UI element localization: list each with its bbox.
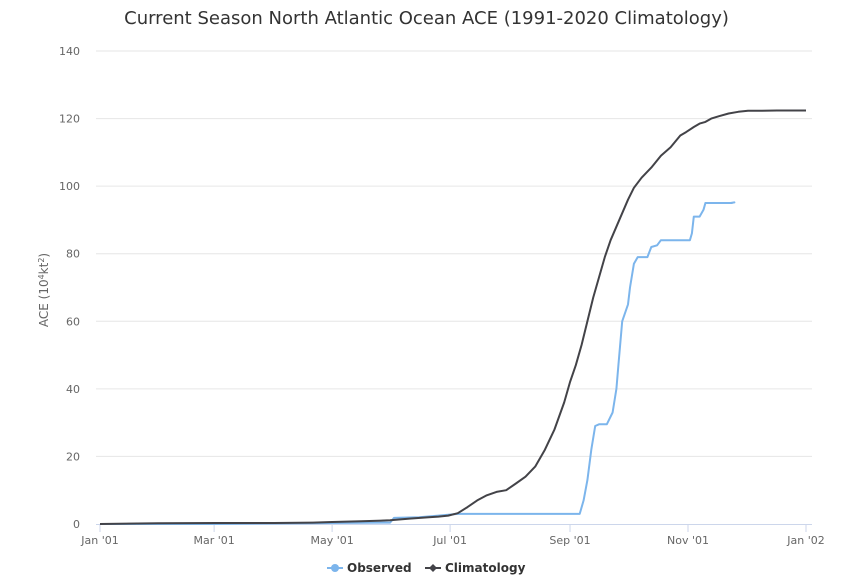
x-tick-label: Jan '01	[80, 534, 118, 547]
y-tick-label: 60	[66, 315, 80, 328]
legend-item-climatology[interactable]: Climatology	[425, 561, 526, 575]
y-axis-ticks: 0 20 40 60 80 100 120 140	[59, 45, 80, 531]
y-tick-label: 100	[59, 180, 80, 193]
y-axis-label: ACE (104kt2)	[37, 253, 51, 327]
legend: Observed Climatology	[327, 561, 526, 575]
x-tick-label: May '01	[310, 534, 353, 547]
y-tick-label: 20	[66, 450, 80, 463]
legend-item-observed[interactable]: Observed	[327, 561, 412, 575]
x-tick-label: Sep '01	[549, 534, 590, 547]
legend-label: Climatology	[445, 561, 526, 575]
y-tick-label: 140	[59, 45, 80, 58]
series-line-climatology	[99, 109, 806, 525]
x-tick-label: Mar '01	[193, 534, 234, 547]
series-group	[99, 109, 806, 525]
series-line-observed	[100, 201, 736, 525]
y-tick-label: 0	[73, 518, 80, 531]
legend-marker-diamond	[429, 564, 437, 572]
x-tick-label: Jul '01	[432, 534, 467, 547]
y-tick-label: 80	[66, 248, 80, 261]
legend-label: Observed	[347, 561, 412, 575]
x-tick-label: Nov '01	[667, 534, 709, 547]
y-tick-label: 40	[66, 383, 80, 396]
gridlines	[96, 50, 812, 457]
x-tick-label: Jan '02	[786, 534, 824, 547]
legend-marker-circle	[331, 564, 339, 572]
chart-title: Current Season North Atlantic Ocean ACE …	[124, 8, 729, 29]
y-tick-label: 120	[59, 113, 80, 126]
x-axis: Jan '01 Mar '01 May '01 Jul '01 Sep '01 Nov '…	[80, 524, 825, 547]
